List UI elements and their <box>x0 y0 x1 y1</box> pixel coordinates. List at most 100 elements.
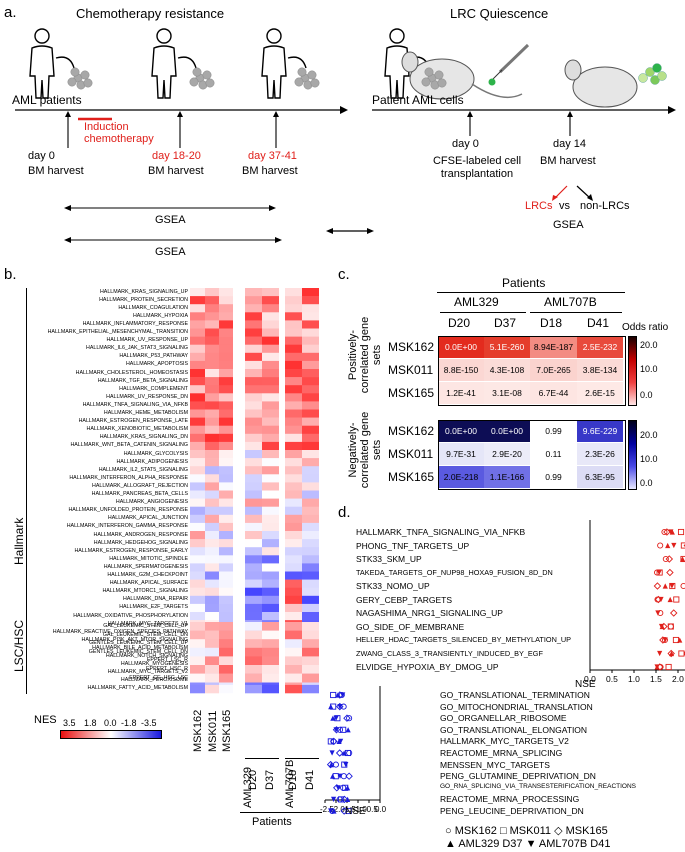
legend-line-2: ▲ AML329 D37 ▼ AML707B D41 <box>445 838 611 850</box>
heatmap-cell <box>245 320 262 329</box>
heatmap-cell <box>262 369 279 378</box>
heatmap-cell <box>285 571 302 580</box>
top-gene-set-label: STK33_SKM_UP <box>356 554 422 564</box>
top-nse-label: NSE <box>575 679 596 690</box>
top-marker-row <box>654 568 674 577</box>
heatmap-cell <box>285 498 302 507</box>
heatmap-cell <box>245 555 262 564</box>
heatmap-cell <box>205 482 219 491</box>
gsea-right-label: GSEA <box>553 219 584 231</box>
heatmap-cell <box>190 579 205 588</box>
heatmap-cell <box>190 328 205 337</box>
heatmap-cell <box>302 684 319 694</box>
heatmap-cell <box>245 547 262 556</box>
lsc-row-label: GAL_LEUKEMIC_STEM_CELL_UP <box>103 623 188 629</box>
hallmark-row-label: HALLMARK_TNFA_SIGNALING_VIA_NFKB <box>82 401 188 408</box>
neg-odds-cell: 0.99 <box>530 466 577 488</box>
heatmap-cell <box>262 458 279 467</box>
heatmap-cell <box>190 296 205 305</box>
heatmap-cell <box>205 288 219 297</box>
heatmap-cell <box>262 352 279 362</box>
top-gene-set-label: NAGASHIMA_NRG1_SIGNALING_UP <box>356 608 503 618</box>
nes-tick-2: 0.0 <box>104 718 117 728</box>
heatmap-cell <box>219 514 233 524</box>
heatmap-cell <box>205 320 219 329</box>
hallmark-bracket <box>26 288 27 694</box>
heatmap-cell <box>190 571 205 580</box>
hallmark-row-label: HALLMARK_MYOGENESIS <box>120 661 188 668</box>
aml-patients-label: AML patients <box>12 93 82 107</box>
heatmap-cell <box>285 304 302 313</box>
pos-odds-cell: 8.8E-150 <box>438 359 484 381</box>
lsc-heatmap-cell <box>262 673 279 683</box>
hallmark-row-label: HALLMARK_ANDROGEN_RESPONSE <box>93 531 189 538</box>
hallmark-row-label: HALLMARK_PANCREAS_BETA_CELLS <box>91 491 188 497</box>
heatmap-cell <box>285 531 302 540</box>
lrcs-label: LRCs <box>525 200 553 212</box>
row-label: MSK011 <box>388 447 434 461</box>
heatmap-cell <box>302 441 319 451</box>
non-lrcs-label: non-LRCs <box>580 200 630 212</box>
heatmap-cell <box>262 441 279 451</box>
heatmap-cell <box>262 417 279 426</box>
heatmap-cell <box>219 304 233 313</box>
heatmap-cell <box>302 360 319 370</box>
neg-odds-cell: 2.0E-218 <box>438 466 484 488</box>
heatmap-cell <box>302 433 319 443</box>
heatmap-cell <box>190 458 205 467</box>
pos-odds-cell: 8.94E-187 <box>530 336 577 358</box>
lsc-heatmap-cell <box>302 622 319 631</box>
bottom-tick-label: -2.0 <box>331 805 345 814</box>
lsc-heatmap-cell <box>262 665 279 674</box>
panel-a-illustration <box>15 28 676 243</box>
top-gene-set-label: HELLER_HDAC_TARGETS_SILENCED_BY_METHYLAT… <box>356 635 572 644</box>
top-gene-set-label: ZWANG_CLASS_3_TRANSIENTLY_INDUCED_BY_EGF <box>356 648 543 658</box>
lsc-heatmap-cell <box>205 639 219 649</box>
heatmap-cell <box>205 458 219 467</box>
heatmap-cell <box>302 344 319 354</box>
heatmap-cell <box>245 393 262 402</box>
heatmap-cell <box>285 401 302 410</box>
top-marker-row <box>653 582 685 590</box>
heatmap-cell <box>285 450 302 459</box>
heatmap-cell <box>190 482 205 491</box>
lsc-heatmap-cell <box>245 665 262 674</box>
heatmap-cell <box>219 328 233 337</box>
heatmap-cell <box>285 555 302 564</box>
heatmap-cell <box>205 450 219 459</box>
heatmap-cell <box>219 595 233 605</box>
heatmap-cell <box>205 336 219 345</box>
top-marker-row <box>658 622 674 631</box>
gsea-label-1: GSEA <box>155 214 186 226</box>
heatmap-cell <box>245 304 262 313</box>
heatmap-cell <box>205 328 219 337</box>
heatmap-cell <box>285 603 302 613</box>
bottom-gene-set-label: PENG_LEUCINE_DEPRIVATION_DN <box>440 806 584 816</box>
heatmap-cell <box>205 425 219 435</box>
heatmap-cell <box>190 312 205 321</box>
lsc-heatmap-cell <box>262 639 279 649</box>
heatmap-cell <box>245 450 262 459</box>
hallmark-row-label: HALLMARK_HEDGEHOG_SIGNALING <box>93 539 188 546</box>
heatmap-cell <box>302 417 319 426</box>
hallmark-row-label: HALLMARK_INTERFERON_ALPHA_RESPONSE <box>69 474 188 481</box>
heatmap-cell <box>302 336 319 345</box>
syringe-icon <box>488 43 530 86</box>
heatmap-cell <box>245 579 262 588</box>
heatmap-cell <box>302 369 319 378</box>
heatmap-cell <box>245 531 262 540</box>
heatmap-cell <box>285 344 302 354</box>
heatmap-cell <box>262 563 279 572</box>
lsc-heatmap-cell <box>245 622 262 631</box>
vs-label: vs <box>559 200 570 212</box>
top-tick-label: 2.0 <box>672 674 684 684</box>
legend-line-1: ○ MSK162 □ MSK011 ◇ MSK165 <box>445 825 608 837</box>
aml329-c: AML329 <box>454 295 499 309</box>
heatmap-cell <box>205 377 219 386</box>
heatmap-cell <box>219 603 233 613</box>
cell-cluster <box>189 67 215 90</box>
heatmap-cell <box>285 474 302 483</box>
heatmap-cell <box>205 498 219 507</box>
heatmap-cell <box>262 320 279 329</box>
bm-harvest-2: BM harvest <box>148 165 204 177</box>
